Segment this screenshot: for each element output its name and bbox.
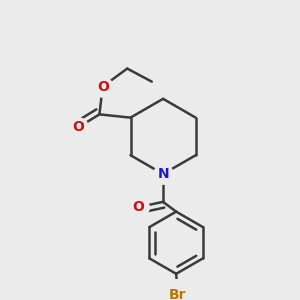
Text: Br: Br [169, 288, 187, 300]
Text: O: O [133, 200, 145, 214]
Text: N: N [157, 167, 169, 181]
Text: O: O [97, 80, 109, 94]
Text: O: O [72, 120, 84, 134]
